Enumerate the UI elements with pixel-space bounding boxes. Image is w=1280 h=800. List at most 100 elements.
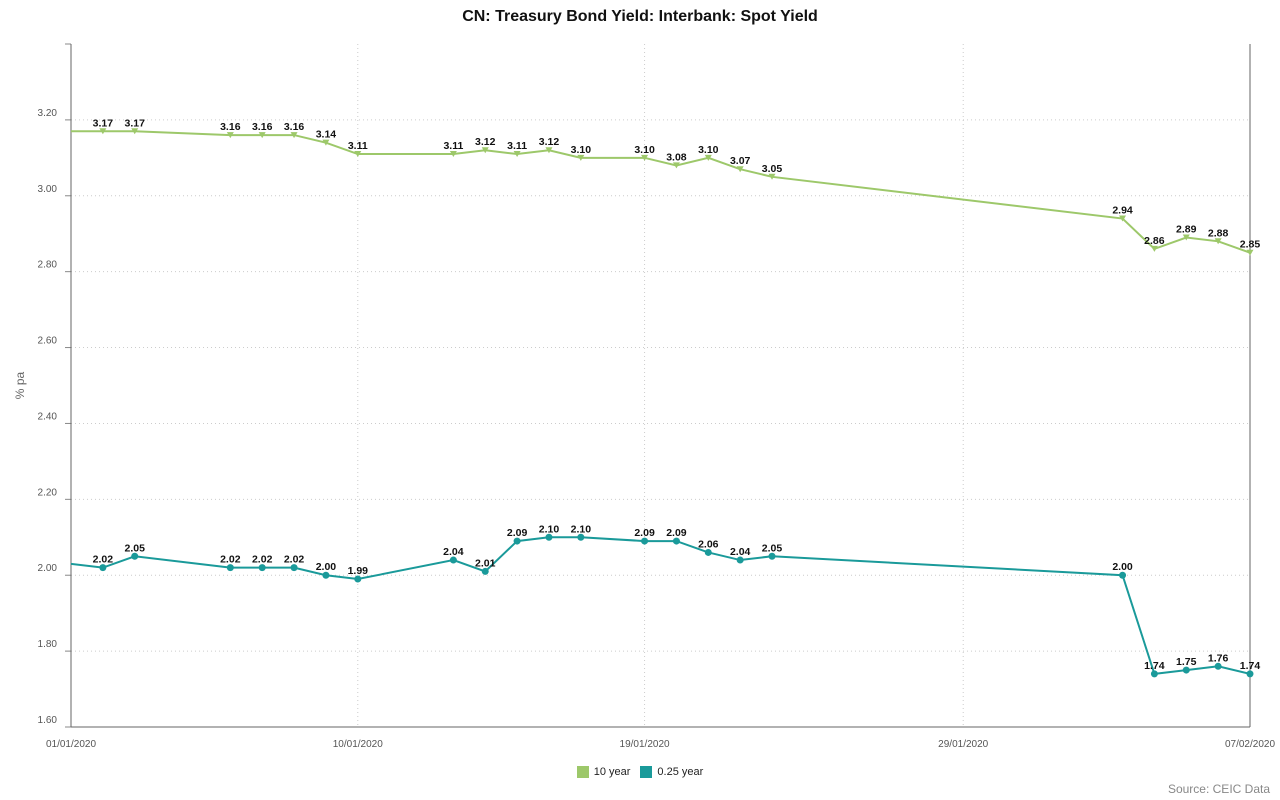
data-label: 2.86 [1144,235,1165,247]
data-label: 2.10 [539,523,560,535]
data-label: 1.99 [348,565,369,577]
data-point [736,166,744,173]
data-label: 1.74 [1144,660,1165,672]
data-point [226,564,234,572]
data-point [481,567,489,575]
data-point [449,151,457,158]
data-label: 3.10 [571,144,592,156]
data-point [131,552,139,560]
y-tick-label: 2.20 [38,487,58,498]
y-tick-label: 2.60 [38,336,58,347]
data-point [736,556,744,564]
data-point [131,128,139,135]
data-label: 2.02 [284,554,305,566]
data-point [768,173,776,180]
x-tick-label: 19/01/2020 [620,739,670,750]
data-point [322,139,330,146]
data-label: 2.09 [634,527,655,539]
y-tick-label: 2.40 [38,411,58,422]
data-point [290,132,298,139]
data-point [1119,215,1127,222]
data-label: 2.09 [666,527,687,539]
data-label: 2.10 [571,523,592,535]
data-label: 3.05 [762,163,783,175]
data-point [449,556,457,564]
legend-swatch [640,766,653,778]
data-point [1150,245,1158,252]
data-label: 2.02 [252,554,273,566]
data-point [545,147,553,154]
data-label: 3.12 [475,136,496,148]
data-label: 2.04 [730,546,751,558]
y-tick-label: 3.20 [38,108,58,119]
data-label: 3.17 [93,117,114,129]
data-label: 3.10 [634,144,655,156]
data-label: 3.11 [348,140,368,152]
data-label: 2.85 [1240,239,1261,251]
data-label: 3.16 [220,121,241,133]
data-label: 3.07 [730,155,751,167]
data-point [704,548,712,556]
data-label: 3.17 [125,117,146,129]
data-point [577,154,585,161]
data-label: 1.74 [1240,660,1261,672]
data-point [322,571,330,579]
data-point [513,537,521,545]
legend-label: 0.25 year [657,766,704,778]
data-label: 2.06 [698,538,719,550]
data-label: 2.04 [443,546,464,558]
x-tick-label: 01/01/2020 [46,739,96,750]
data-point [258,564,266,572]
data-label: 3.10 [698,144,719,156]
data-point [1246,670,1254,678]
data-label: 2.89 [1176,224,1197,236]
y-tick-label: 3.00 [38,184,58,195]
data-point [226,132,234,139]
y-tick-label: 1.60 [38,715,58,726]
data-label: 3.16 [252,121,273,133]
data-label: 3.16 [284,121,305,133]
data-point [513,151,521,158]
data-label: 2.00 [1112,561,1133,573]
chart-title: CN: Treasury Bond Yield: Interbank: Spot… [462,8,818,25]
data-label: 2.02 [220,554,241,566]
legend: 10 year 0.25 year [0,766,1280,778]
data-label: 3.11 [443,140,463,152]
data-label: 3.08 [666,151,687,163]
data-point [672,537,680,545]
y-tick-label: 2.80 [38,260,58,271]
data-label: 3.12 [539,136,560,148]
x-tick-label: 07/02/2020 [1225,739,1275,750]
legend-item-10-year[interactable]: 10 year [576,766,630,778]
data-point [354,575,362,583]
data-label: 1.76 [1208,652,1229,664]
data-label: 2.05 [125,542,146,554]
data-point [99,128,107,135]
legend-swatch [576,766,589,778]
data-point [641,537,649,545]
data-point [481,147,489,154]
x-tick-label: 10/01/2020 [333,739,383,750]
data-label: 2.00 [316,561,337,573]
data-point [768,552,776,560]
legend-item-0-25-year[interactable]: 0.25 year [640,766,703,778]
y-tick-label: 1.80 [38,639,58,650]
data-point [1182,234,1190,241]
data-label: 3.11 [507,140,527,152]
data-label: 2.02 [93,554,114,566]
data-point [258,132,266,139]
data-point [1182,666,1190,674]
y-axis-label: % pa [13,372,27,400]
x-tick-label: 29/01/2020 [938,739,988,750]
data-point [1119,571,1127,579]
data-label: 2.05 [762,542,783,554]
data-label: 1.75 [1176,656,1197,668]
data-point [1150,670,1158,678]
data-point [1214,238,1222,245]
data-point [641,154,649,161]
data-point [354,151,362,158]
data-label: 3.14 [316,129,337,141]
data-label: 2.94 [1112,205,1133,217]
data-point [577,533,585,541]
